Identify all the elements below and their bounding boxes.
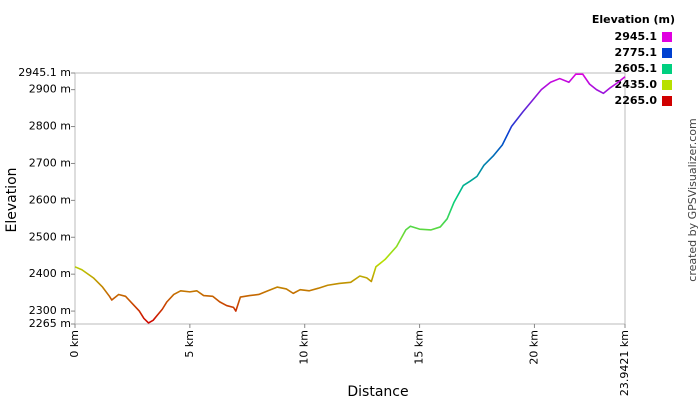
x-tick-label: 23.9421 km (618, 330, 631, 396)
legend-label: 2775.1 (615, 46, 657, 59)
y-tick-label: 2800 m (29, 120, 71, 133)
x-tick-label: 0 km (68, 330, 81, 358)
y-tick-label: 2300 m (29, 304, 71, 317)
legend-swatch (662, 48, 672, 58)
y-tick-label: 2600 m (29, 193, 71, 206)
elevation-line (74, 73, 626, 324)
y-tick-label: 2945.1 m (18, 66, 71, 79)
legend-swatch (662, 96, 672, 106)
x-tick-label: 20 km (527, 330, 540, 365)
legend-swatch (662, 80, 672, 90)
legend-swatch (662, 64, 672, 74)
x-tick-label: 5 km (183, 330, 196, 358)
y-tick-label: 2400 m (29, 267, 71, 280)
x-tick-label: 10 km (298, 330, 311, 365)
legend-label: 2605.1 (615, 62, 657, 75)
legend-label: 2435.0 (615, 78, 658, 91)
x-tick-label: 15 km (413, 330, 426, 365)
y-tick-label: 2900 m (29, 83, 71, 96)
y-tick-label: 2700 m (29, 156, 71, 169)
legend-label: 2265.0 (615, 94, 658, 107)
y-axis-label: Elevation (4, 167, 20, 232)
y-tick-label: 2500 m (29, 230, 71, 243)
legend-label: 2945.1 (615, 30, 657, 43)
legend-swatch (662, 32, 672, 42)
y-tick-label: 2265 m (29, 317, 71, 330)
legend-title: Elevation (m) (592, 13, 675, 26)
plot-frame (74, 72, 626, 325)
x-axis-label: Distance (347, 384, 408, 400)
credit: created by GPSVisualizer.com (686, 118, 699, 281)
